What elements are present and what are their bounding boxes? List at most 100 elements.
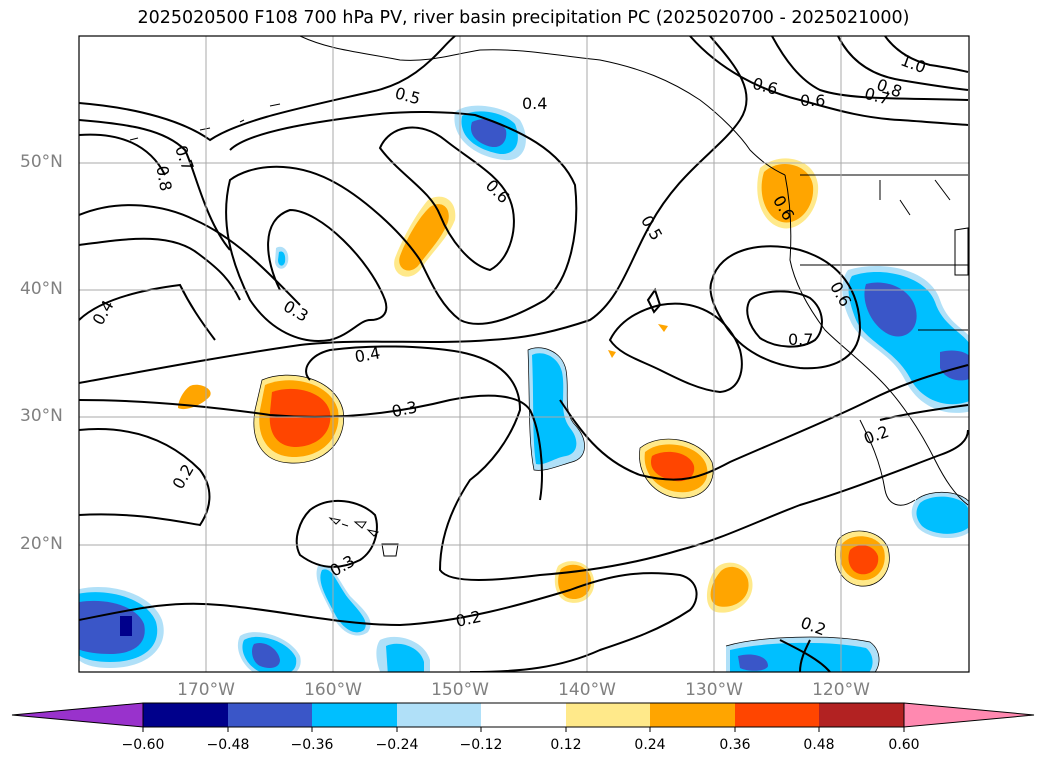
map-gridlines [79, 36, 969, 672]
contour-label: 0.7 [171, 143, 198, 173]
pv-contour-line [79, 428, 211, 527]
positive-anomaly-blob [639, 439, 714, 499]
contour-label: 0.8 [152, 164, 175, 192]
colorbar-segment [397, 703, 481, 727]
pv-contour-line [79, 572, 698, 672]
negative-anomaly-blob [320, 569, 366, 633]
colorbar-segment [228, 703, 312, 727]
pv-contour-line [709, 245, 862, 370]
lon-label-120w: 120°W [812, 680, 870, 700]
negative-anomaly-blob [911, 492, 969, 539]
contour-label: 0.3 [390, 397, 419, 421]
contour-label: 0.4 [522, 94, 547, 113]
lat-label-40n: 40°N [20, 279, 63, 299]
negative-anomaly-blob [79, 587, 164, 668]
positive-anomaly-blob [710, 566, 749, 607]
colorbar-segment [312, 703, 397, 727]
pv-contour-line [79, 119, 231, 251]
pv-contour-line [79, 237, 241, 301]
anomaly-outlines [253, 347, 969, 672]
colorbar-segment [566, 703, 650, 727]
colorbar-segment [481, 703, 566, 727]
lon-label-140w: 140°W [558, 680, 616, 700]
map-title: 2025020500 F108 700 hPa PV, river basin … [137, 8, 910, 28]
pv-contour-line [608, 302, 743, 394]
negative-anomaly-blob [842, 265, 969, 413]
precip-shading-layer [79, 105, 969, 672]
positive-anomaly-blob [608, 350, 616, 358]
pv-contour-line [746, 290, 823, 348]
negative-anomaly-blob [252, 642, 280, 668]
contour-label: 0.4 [353, 343, 381, 366]
negative-anomaly-blob [528, 347, 585, 471]
contour-label: 0.4 [88, 297, 117, 329]
colorbar-tick-label: 0.24 [634, 737, 666, 753]
contour-label: 0.2 [798, 613, 828, 640]
colorbar-tick-label: 0.48 [803, 737, 835, 753]
colorbar-segment [819, 703, 904, 727]
positive-anomaly-blob [253, 375, 344, 464]
negative-anomaly-blob [738, 654, 768, 671]
contour-label: 0.6 [800, 91, 825, 110]
negative-anomaly-blob [278, 251, 286, 266]
pv-contour-line [779, 639, 831, 672]
pv-contour-line [879, 404, 969, 421]
pv-contours [79, 36, 969, 672]
colorbar-extend-low [11, 702, 144, 728]
colorbar-segment [650, 703, 735, 727]
pv-contour-line [646, 287, 662, 314]
colorbar-segment [735, 703, 819, 727]
contour-label: 0.2 [168, 461, 197, 493]
pv-contour-line [305, 345, 969, 581]
contour-label: 0.7 [788, 330, 813, 349]
positive-anomaly-blob [178, 384, 211, 410]
colorbar-tick-label: −0.24 [375, 737, 419, 753]
positive-anomaly-blob [658, 324, 668, 332]
pv-contour-line [837, 36, 969, 91]
lon-label-130w: 130°W [685, 680, 743, 700]
pv-contour-line [225, 110, 578, 342]
pv-contour-line [79, 36, 748, 384]
positive-anomaly-blob [394, 196, 456, 277]
colorbar-tick-label: −0.48 [206, 737, 250, 753]
contour-label: 0.5 [393, 83, 423, 108]
colorbar [11, 702, 1035, 732]
pv-contour-line [689, 36, 969, 126]
colorbar-tick-label: −0.60 [121, 737, 165, 753]
contour-label: 0.3 [280, 296, 312, 325]
colorbar-tick-label: −0.12 [459, 737, 503, 753]
contour-label: 0.2 [454, 607, 483, 631]
colorbar-tick-label: −0.36 [290, 737, 334, 753]
pv-contour-line [799, 639, 811, 672]
lat-label-20n: 20°N [20, 534, 63, 554]
lon-label-160w: 160°W [304, 680, 362, 700]
negative-anomaly-blob [386, 643, 424, 672]
colorbar-tick-label: 0.60 [888, 737, 920, 753]
pv-contour-line [378, 126, 515, 272]
map-frame [78, 35, 970, 673]
pv-contour-line [79, 394, 543, 501]
pv-contour-line [295, 499, 378, 568]
lon-label-170w: 170°W [177, 680, 235, 700]
coastlines [129, 36, 969, 506]
pv-contour-line [79, 36, 456, 142]
pv-contour-line [884, 36, 969, 73]
pv-contour-line [79, 283, 216, 341]
lat-label-50n: 50°N [20, 152, 63, 172]
colorbar-frame [142, 702, 905, 728]
lon-label-150w: 150°W [431, 680, 489, 700]
contour-label: 0.2 [861, 422, 891, 449]
contour-label: 1.0 [898, 51, 928, 78]
contour-label: 0.6 [482, 176, 513, 207]
colorbar-tick-label: 0.12 [550, 737, 582, 753]
contour-label: 0.5 [637, 212, 666, 244]
negative-anomaly-blob [454, 105, 526, 161]
pv-contour-line [559, 364, 969, 481]
lat-label-30n: 30°N [20, 406, 63, 426]
colorbar-segment [143, 703, 228, 727]
pv-contour-line [771, 36, 969, 101]
contour-label: 0.6 [750, 74, 780, 99]
pv-contour-line [79, 133, 166, 176]
colorbar-tick-label: 0.36 [719, 737, 751, 753]
